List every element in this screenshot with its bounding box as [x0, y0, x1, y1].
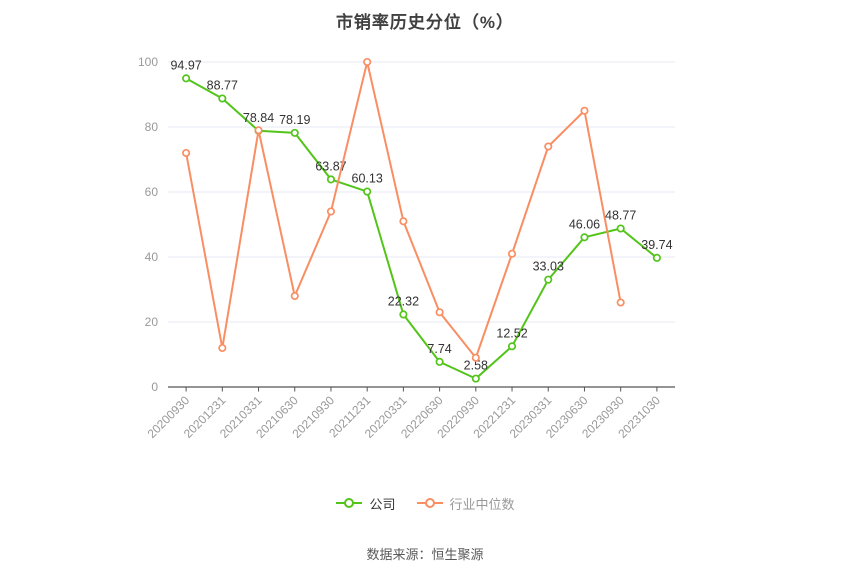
- data-point-company[interactable]: [507, 342, 517, 351]
- line-chart: 0204060801002020093020201231202103312021…: [138, 55, 675, 441]
- legend-item-company[interactable]: 公司: [335, 494, 396, 513]
- data-point-company[interactable]: [616, 224, 625, 233]
- y-axis-tick-label: 100: [138, 55, 158, 69]
- data-label: 60.13: [352, 172, 383, 186]
- data-label: 7.74: [427, 342, 451, 356]
- legend-marker-industry-median-icon: [416, 498, 443, 508]
- data-point-industry-median[interactable]: [507, 249, 517, 258]
- data-point-industry-median[interactable]: [580, 106, 589, 115]
- y-axis-tick-label: 60: [145, 185, 159, 199]
- data-point-industry-median[interactable]: [326, 207, 336, 216]
- data-label: 12.52: [496, 326, 527, 340]
- data-label: 39.74: [641, 238, 672, 252]
- data-label: 22.32: [388, 294, 419, 308]
- data-label: 48.77: [605, 208, 636, 222]
- data-label: 63.87: [315, 159, 346, 173]
- data-point-company[interactable]: [652, 253, 661, 262]
- data-point-company[interactable]: [363, 187, 372, 196]
- data-point-company[interactable]: [182, 74, 191, 83]
- y-axis-tick-label: 80: [145, 120, 159, 134]
- y-axis-tick-label: 40: [145, 250, 159, 264]
- data-point-industry-median[interactable]: [254, 126, 263, 135]
- data-point-company[interactable]: [580, 233, 589, 242]
- data-label: 78.84: [243, 111, 274, 125]
- data-point-company[interactable]: [544, 275, 553, 284]
- data-point-industry-median[interactable]: [435, 308, 444, 317]
- data-source: 数据来源：恒生聚源: [366, 547, 484, 562]
- data-label: 46.06: [569, 217, 600, 231]
- data-label: 94.97: [170, 58, 201, 72]
- y-axis-tick-label: 20: [145, 315, 159, 329]
- data-label: 2.58: [464, 359, 488, 373]
- legend-item-industry-median[interactable]: 行业中位数: [416, 494, 515, 513]
- data-point-industry-median[interactable]: [218, 343, 227, 353]
- legend: 公司 行业中位数: [0, 492, 850, 514]
- series-line-company: [185, 77, 658, 380]
- data-point-industry-median[interactable]: [290, 291, 299, 301]
- data-point-industry-median[interactable]: [471, 353, 480, 362]
- data-point-industry-median[interactable]: [616, 298, 625, 307]
- data-point-company[interactable]: [435, 357, 444, 366]
- data-point-industry-median[interactable]: [399, 217, 408, 226]
- data-label: 78.19: [279, 113, 310, 127]
- data-point-industry-median[interactable]: [182, 148, 191, 158]
- y-axis-tick-label: 0: [151, 380, 158, 394]
- legend-label-industry-median: 行业中位数: [449, 496, 515, 512]
- data-label: 88.77: [207, 78, 238, 92]
- data-point-industry-median[interactable]: [363, 57, 372, 67]
- data-label: 33.03: [533, 260, 564, 274]
- legend-marker-company-icon: [336, 498, 363, 508]
- data-point-company[interactable]: [471, 374, 480, 383]
- data-point-company[interactable]: [399, 310, 408, 319]
- data-point-industry-median[interactable]: [544, 142, 553, 151]
- legend-label-company: 公司: [369, 496, 396, 512]
- data-point-company[interactable]: [290, 128, 299, 137]
- data-point-company[interactable]: [218, 94, 227, 103]
- data-point-company[interactable]: [326, 175, 336, 184]
